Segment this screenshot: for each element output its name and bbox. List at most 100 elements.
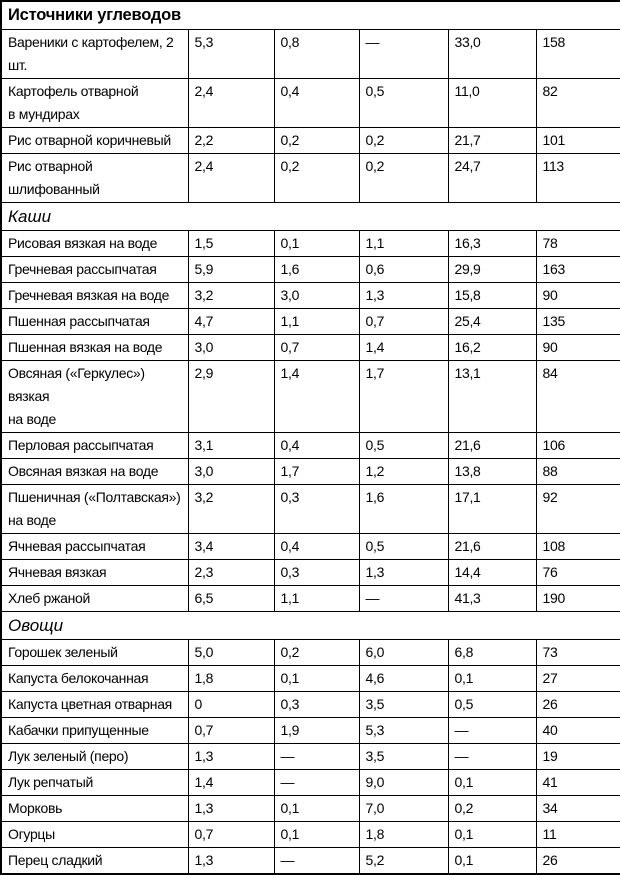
value-cell: 1,4	[187, 769, 275, 796]
value-cell: 0,2	[273, 639, 360, 666]
table-row: Пшенная вязкая на воде 3,0 0,7 1,4 16,2 90	[0, 334, 620, 361]
value-cell: 1,6	[273, 256, 360, 283]
value-cell: 24,7	[447, 153, 537, 203]
table-row: Овсяная («Геркулес») вязкая на воде 2,9 1,…	[0, 360, 620, 433]
food-name: Овсяная («Геркулес») вязкая на воде	[0, 360, 189, 433]
value-cell: 92	[535, 484, 620, 534]
value-cell: 26	[535, 691, 620, 718]
value-cell: 0,1	[447, 847, 537, 875]
table-row: Капуста белокочанная 1,8 0,1 4,6 0,1 27	[0, 665, 620, 692]
food-name: Рис отварной шлифованный	[0, 153, 189, 203]
value-cell: 0,2	[358, 127, 449, 154]
value-cell: 29,9	[447, 256, 537, 283]
value-cell: 82	[535, 78, 620, 128]
value-cell: 0,1	[447, 821, 537, 848]
table-row: Вареники с картофелем, 2 шт. 5,3 0,8—33,0 1…	[0, 29, 620, 79]
value-cell: 17,1	[447, 484, 537, 534]
table-row: Перловая рассыпчатая 3,1 0,4 0,5 21,6 106	[0, 432, 620, 459]
value-cell: 7,0	[358, 795, 449, 822]
section-label: Каши	[0, 202, 620, 231]
value-cell: 90	[535, 282, 620, 309]
value-cell: 0,2	[447, 795, 537, 822]
table-row: Капуста цветная отварная 0 0,3 3,5 0,5 26	[0, 691, 620, 718]
value-cell: 1,1	[273, 308, 360, 335]
value-cell: —	[358, 29, 449, 79]
food-name: Вареники с картофелем, 2 шт.	[0, 29, 189, 79]
table-row: Морковь 1,3 0,1 7,0 0,2 34	[0, 795, 620, 822]
food-name: Лук репчатый	[0, 769, 189, 796]
food-name: Лук зеленый (перо)	[0, 743, 189, 770]
value-cell: 0,7	[273, 334, 360, 361]
value-cell: 190	[535, 585, 620, 612]
food-name: Рисовая вязкая на воде	[0, 230, 189, 257]
value-cell: 9,0	[358, 769, 449, 796]
food-name: Пшенная рассыпчатая	[0, 308, 189, 335]
value-cell: 106	[535, 432, 620, 459]
section-row: Источники углеводов	[0, 0, 620, 30]
value-cell: 0,3	[273, 691, 360, 718]
food-name: Перец сладкий	[0, 847, 189, 875]
food-name: Морковь	[0, 795, 189, 822]
value-cell: 84	[535, 360, 620, 433]
value-cell: 1,4	[358, 334, 449, 361]
value-cell: 108	[535, 533, 620, 560]
value-cell: 0,2	[273, 127, 360, 154]
table-row: Рис отварной шлифованный 2,4 0,2 0,2 24,7 113	[0, 153, 620, 203]
value-cell: 16,2	[447, 334, 537, 361]
value-cell: 0	[187, 691, 275, 718]
value-cell: 0,4	[273, 78, 360, 128]
value-cell: 19	[535, 743, 620, 770]
value-cell: 1,3	[187, 795, 275, 822]
value-cell: 0,1	[273, 821, 360, 848]
value-cell: 1,1	[273, 585, 360, 612]
value-cell: 3,5	[358, 691, 449, 718]
value-cell: 3,0	[273, 282, 360, 309]
value-cell: 78	[535, 230, 620, 257]
value-cell: 13,8	[447, 458, 537, 485]
food-name: Пшенная вязкая на воде	[0, 334, 189, 361]
value-cell: —	[273, 743, 360, 770]
value-cell: 3,1	[187, 432, 275, 459]
value-cell: 3,2	[187, 282, 275, 309]
value-cell: 1,3	[358, 559, 449, 586]
value-cell: 21,7	[447, 127, 537, 154]
value-cell: 21,6	[447, 533, 537, 560]
value-cell: 1,1	[358, 230, 449, 257]
value-cell: 41	[535, 769, 620, 796]
section-label: Источники углеводов	[0, 0, 620, 30]
value-cell: 1,8	[187, 665, 275, 692]
value-cell: 0,3	[273, 559, 360, 586]
value-cell: —	[273, 769, 360, 796]
value-cell: 1,4	[273, 360, 360, 433]
value-cell: 3,5	[358, 743, 449, 770]
value-cell: 0,4	[273, 432, 360, 459]
value-cell: 0,2	[358, 153, 449, 203]
value-cell: 0,1	[273, 795, 360, 822]
value-cell: 3,0	[187, 458, 275, 485]
table-row: Лук репчатый 1,4—9,0 0,1 41	[0, 769, 620, 796]
value-cell: 0,5	[358, 78, 449, 128]
value-cell: 6,5	[187, 585, 275, 612]
value-cell: 2,3	[187, 559, 275, 586]
value-cell: 1,7	[358, 360, 449, 433]
table-row: Рис отварной коричневый 2,2 0,2 0,2 21,7 101	[0, 127, 620, 154]
food-name: Овсяная вязкая на воде	[0, 458, 189, 485]
value-cell: 2,2	[187, 127, 275, 154]
value-cell: —	[447, 743, 537, 770]
value-cell: 0,6	[358, 256, 449, 283]
value-cell: 0,5	[447, 691, 537, 718]
value-cell: 0,1	[273, 230, 360, 257]
table-row: Хлеб ржаной 6,5 1,1—41,3 190	[0, 585, 620, 612]
value-cell: 5,0	[187, 639, 275, 666]
value-cell: 13,1	[447, 360, 537, 433]
value-cell: 11,0	[447, 78, 537, 128]
table-row: Лук зеленый (перо) 1,3—3,5—19	[0, 743, 620, 770]
value-cell: 73	[535, 639, 620, 666]
value-cell: 21,6	[447, 432, 537, 459]
table-row: Кабачки припущенные 0,7 1,9 5,3—40	[0, 717, 620, 744]
value-cell: 0,7	[358, 308, 449, 335]
value-cell: 3,0	[187, 334, 275, 361]
